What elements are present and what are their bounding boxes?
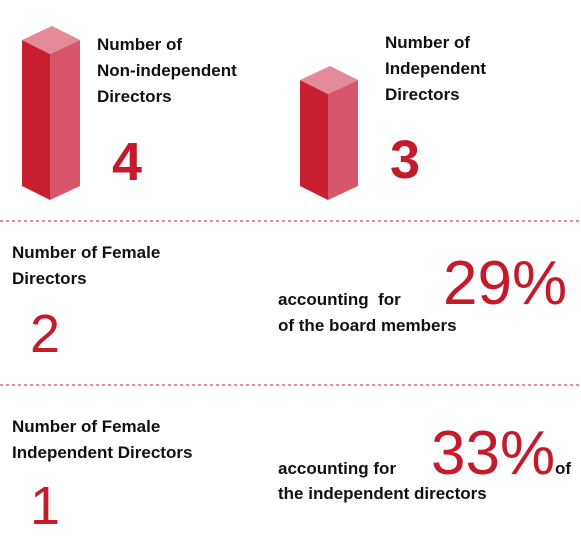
text: accounting for <box>278 459 396 478</box>
text: of the board members <box>278 316 457 335</box>
text: the independent directors <box>278 484 487 503</box>
bar <box>300 66 358 200</box>
label-line: Number of Female <box>12 417 160 436</box>
label-line: Number of <box>385 33 470 52</box>
bar-side <box>50 40 80 200</box>
percent: 33% <box>431 419 555 488</box>
label-line: Directors <box>97 87 172 106</box>
bar <box>22 26 80 200</box>
count: 1 <box>30 476 60 536</box>
label-line: Directors <box>12 269 87 288</box>
label-line: Number of <box>97 35 182 54</box>
label-line: Independent Directors <box>12 443 192 462</box>
count: 2 <box>30 304 60 364</box>
count: 4 <box>112 132 142 192</box>
bar-front <box>22 40 50 200</box>
label-line: Independent <box>385 59 486 78</box>
label-line: Directors <box>385 85 460 104</box>
bar-side <box>328 80 358 200</box>
bar-top <box>22 26 80 54</box>
text: of <box>555 459 571 478</box>
percent: 29% <box>443 249 567 318</box>
bar-top <box>300 66 358 94</box>
label-line: Number of Female <box>12 243 160 262</box>
text: accounting for <box>278 290 401 309</box>
bar-front <box>300 80 328 200</box>
label-line: Non-independent <box>97 61 237 80</box>
count: 3 <box>390 130 420 190</box>
